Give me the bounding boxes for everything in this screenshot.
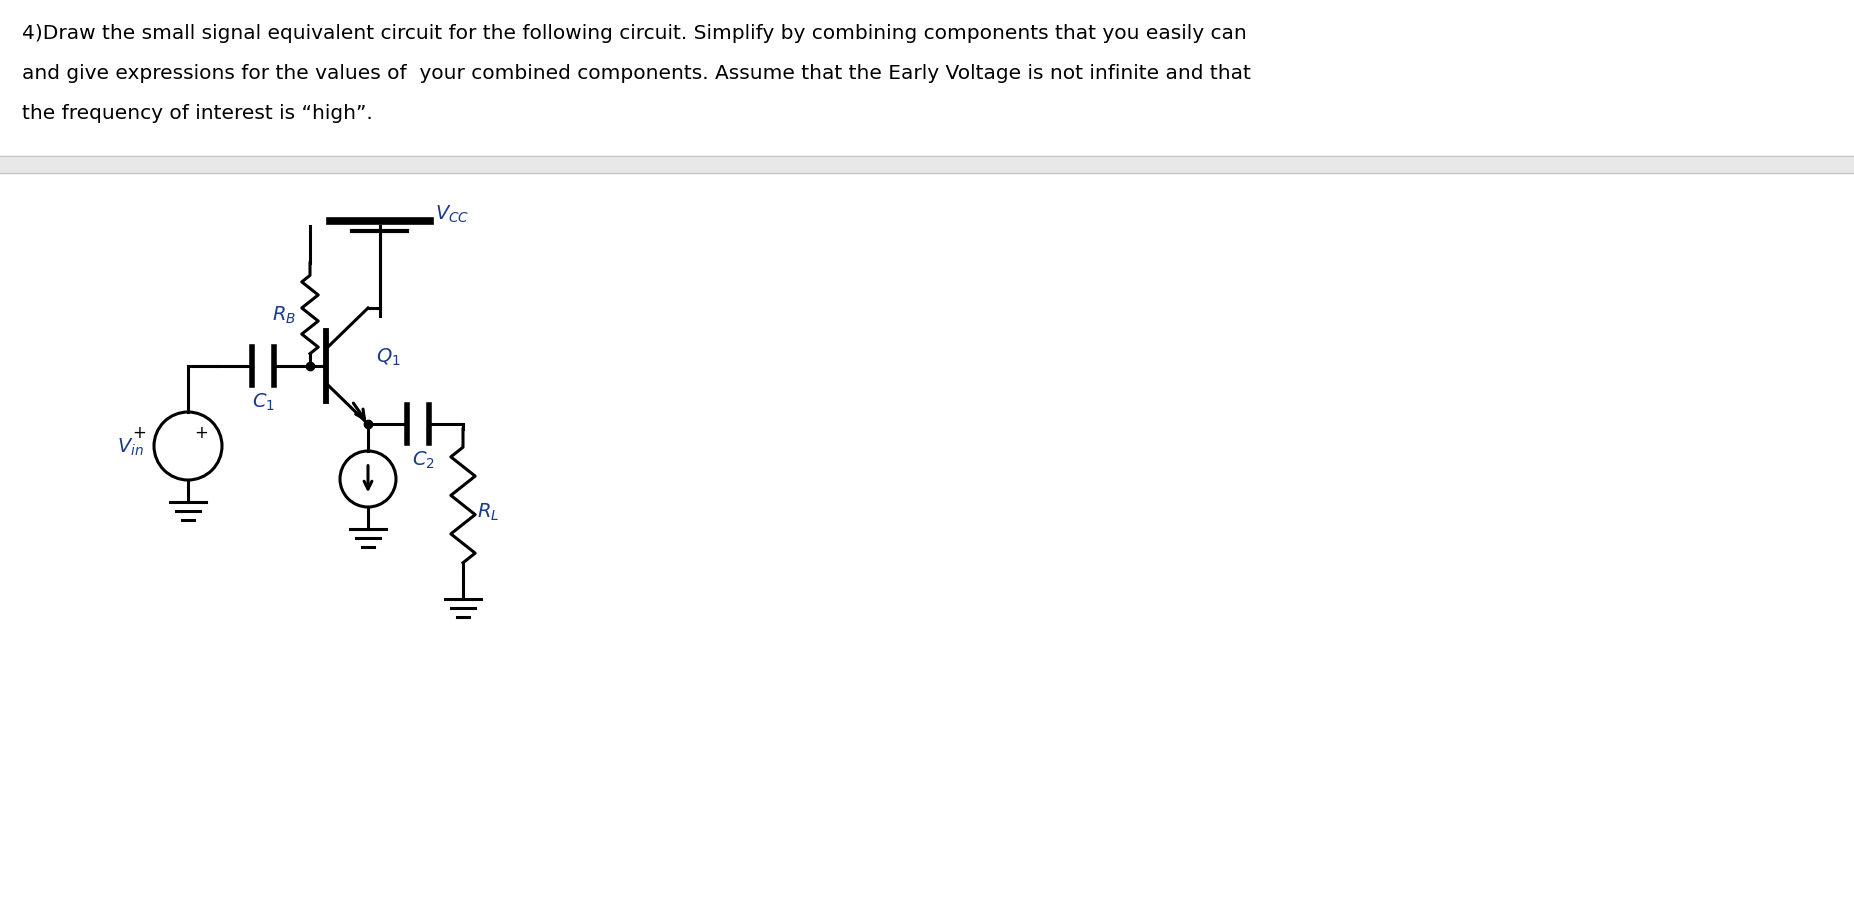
Text: $R_B$: $R_B$ (273, 304, 297, 326)
Text: $V_{in}$: $V_{in}$ (117, 435, 145, 457)
Text: and give expressions for the values of  your combined components. Assume that th: and give expressions for the values of y… (22, 64, 1251, 83)
Text: $V_{CC}$: $V_{CC}$ (436, 203, 469, 224)
Text: +: + (195, 424, 208, 442)
Text: $C_2$: $C_2$ (412, 449, 434, 471)
Text: 4)Draw the small signal equivalent circuit for the following circuit. Simplify b: 4)Draw the small signal equivalent circu… (22, 24, 1246, 43)
Text: $Q_1$: $Q_1$ (376, 346, 400, 367)
Text: $R_L$: $R_L$ (476, 501, 499, 523)
Text: the frequency of interest is “high”.: the frequency of interest is “high”. (22, 104, 373, 123)
Text: $C_1$: $C_1$ (252, 392, 274, 413)
Text: +: + (132, 424, 146, 442)
